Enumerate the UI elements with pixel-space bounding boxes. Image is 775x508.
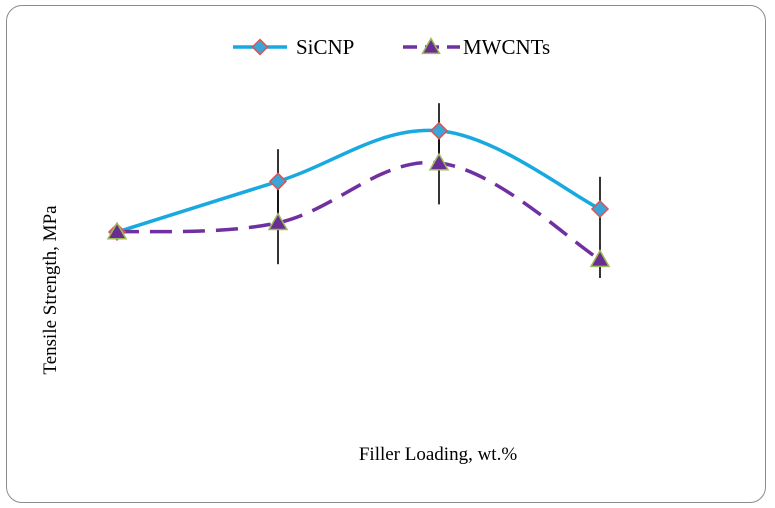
series-markers [106, 121, 611, 268]
marker-sicnp-3 [429, 121, 449, 140]
series-lines [115, 128, 602, 262]
marker-mwcnts-2 [267, 212, 289, 231]
chart-frame [6, 5, 766, 503]
marker-mwcnts-4 [589, 249, 611, 268]
marker-sicnp-4 [590, 199, 610, 219]
legend-label-mwcnts: MWCNTs [463, 35, 550, 59]
marker-mwcnts-1 [106, 221, 128, 240]
x-axis-label: Filler Loading, wt.% [359, 444, 517, 465]
series-line-mwcnts [116, 160, 601, 262]
marker-mwcnts-3 [428, 152, 450, 171]
legend-label-sicnp: SiCNP [296, 35, 354, 59]
marker-sicnp-2 [268, 172, 288, 191]
legend-marker-sicnp [251, 38, 269, 56]
series-line-sicnp [115, 128, 602, 234]
legend: SiCNP MWCNTs [233, 35, 550, 59]
legend-marker-mwcnts [421, 36, 441, 55]
y-axis-label: Tensile Strength, MPa [40, 205, 61, 375]
